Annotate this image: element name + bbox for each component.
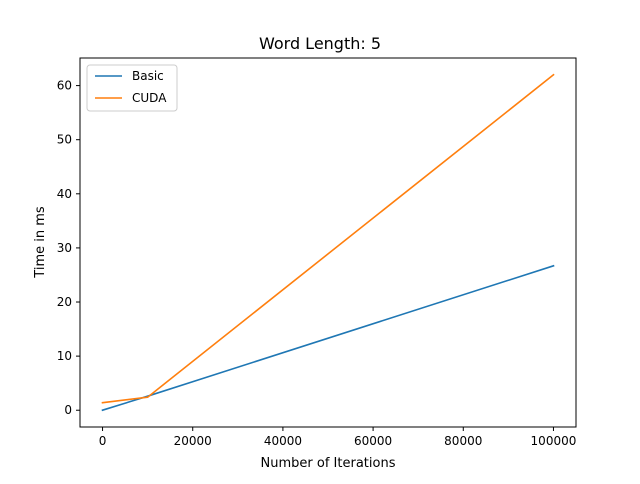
series-line-cuda (101, 73, 555, 404)
x-axis-ticks: 0 20000 40000 60000 80000 100000 (99, 427, 577, 448)
legend-label-basic: Basic (132, 69, 164, 83)
y-tick-label: 20 (57, 295, 72, 309)
y-tick-label: 0 (64, 403, 72, 417)
x-axis-label: Number of Iterations (261, 456, 396, 471)
x-tick-label: 60000 (354, 434, 392, 448)
legend: Basic CUDA (86, 64, 178, 112)
plot-area (79, 57, 577, 428)
x-tick-label: 0 (99, 434, 107, 448)
y-tick-label: 50 (57, 133, 72, 147)
x-tick-label: 40000 (264, 434, 302, 448)
x-tick-label: 80000 (444, 434, 482, 448)
legend-label-cuda: CUDA (132, 91, 167, 105)
y-tick-label: 60 (57, 79, 72, 93)
x-tick-label: 20000 (174, 434, 212, 448)
y-tick-label: 30 (57, 241, 72, 255)
series-lines (101, 73, 555, 412)
y-tick-label: 40 (57, 187, 72, 201)
chart-title: Word Length: 5 (259, 34, 381, 53)
plot-frame (79, 57, 577, 428)
y-axis-label: Time in ms (33, 206, 48, 279)
y-axis-ticks: 0 10 20 30 40 50 60 (57, 79, 80, 417)
y-tick-label: 10 (57, 349, 72, 363)
x-tick-label: 100000 (531, 434, 577, 448)
